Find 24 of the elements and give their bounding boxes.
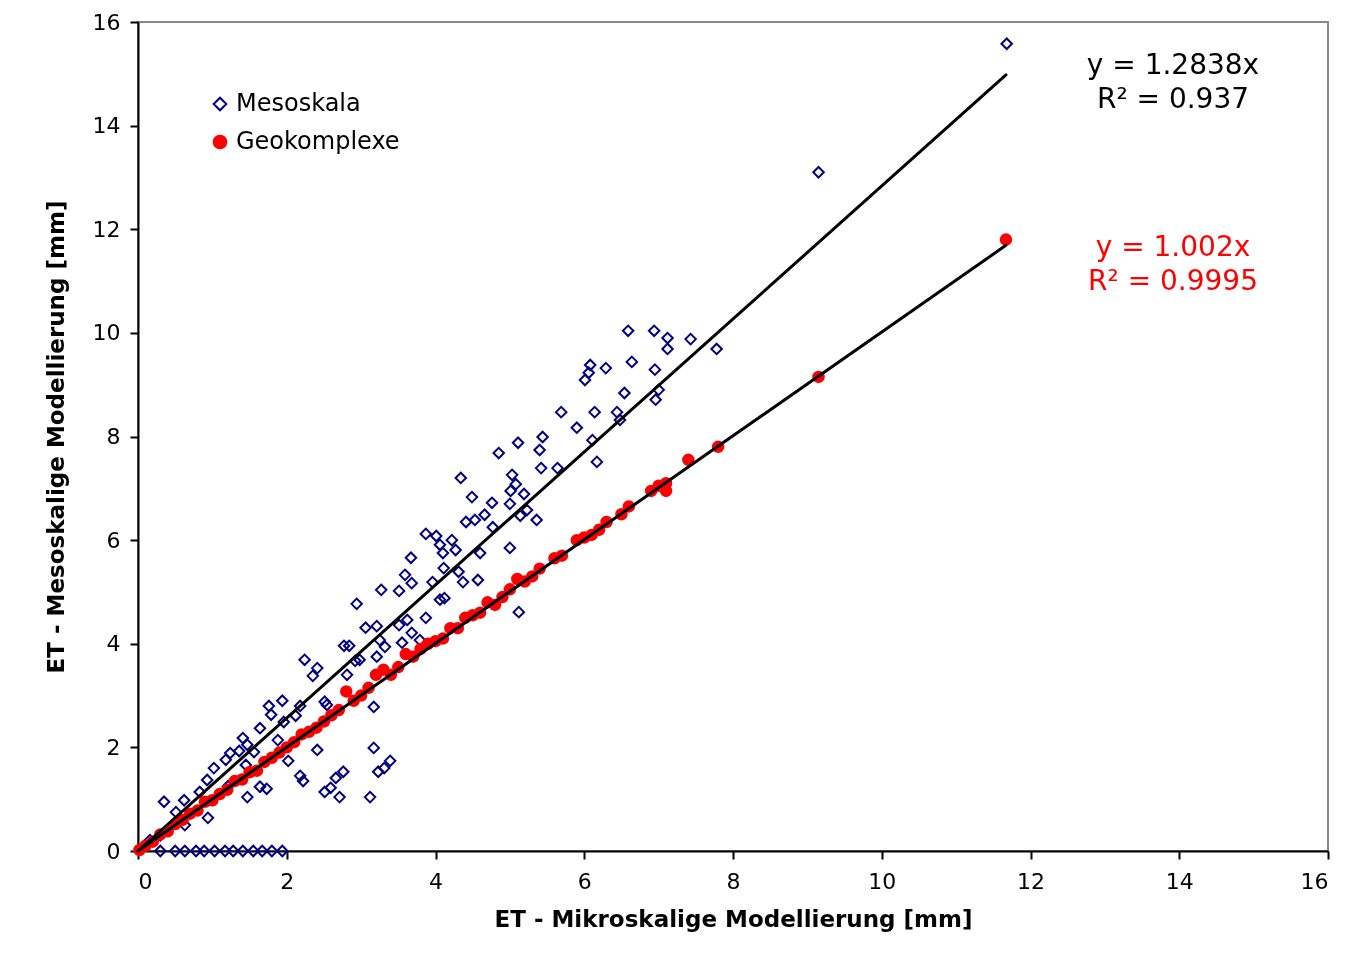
- y-tick-label: 6: [106, 527, 121, 553]
- x-tick-label: 10: [868, 868, 897, 894]
- x-tick-label: 16: [1300, 868, 1329, 894]
- y-tick-label: 16: [92, 9, 121, 35]
- x-tick-label: 14: [1165, 868, 1194, 894]
- y-tick-label: 14: [92, 113, 121, 139]
- annotation: y = 1.2838x R² = 0.937: [1086, 48, 1260, 115]
- y-tick-label: 12: [92, 216, 121, 242]
- legend-label: Geokomplexe: [236, 127, 400, 155]
- x-tick-label: 6: [577, 868, 592, 894]
- x-tick-label: 0: [138, 868, 153, 894]
- x-tick-label: 4: [429, 868, 443, 894]
- x-tick-label: 2: [280, 868, 295, 894]
- x-tick-label: 12: [1017, 868, 1045, 894]
- x-axis-title: ET - Mikroskalige Modellierung [mm]: [494, 905, 973, 932]
- y-tick-label: 8: [106, 424, 121, 449]
- y-tick-label: 0: [106, 838, 121, 864]
- legend-label: Mesoskala: [236, 89, 361, 117]
- y-tick-label: 10: [92, 320, 121, 346]
- y-tick-label: 4: [106, 631, 121, 657]
- y-tick-label: 2: [106, 734, 121, 760]
- y-axis-title: ET - Mesoskalige Modellierung [mm]: [42, 200, 69, 674]
- annotation: y = 1.002x R² = 0.9995: [1088, 230, 1258, 297]
- x-tick-label: 8: [726, 868, 741, 894]
